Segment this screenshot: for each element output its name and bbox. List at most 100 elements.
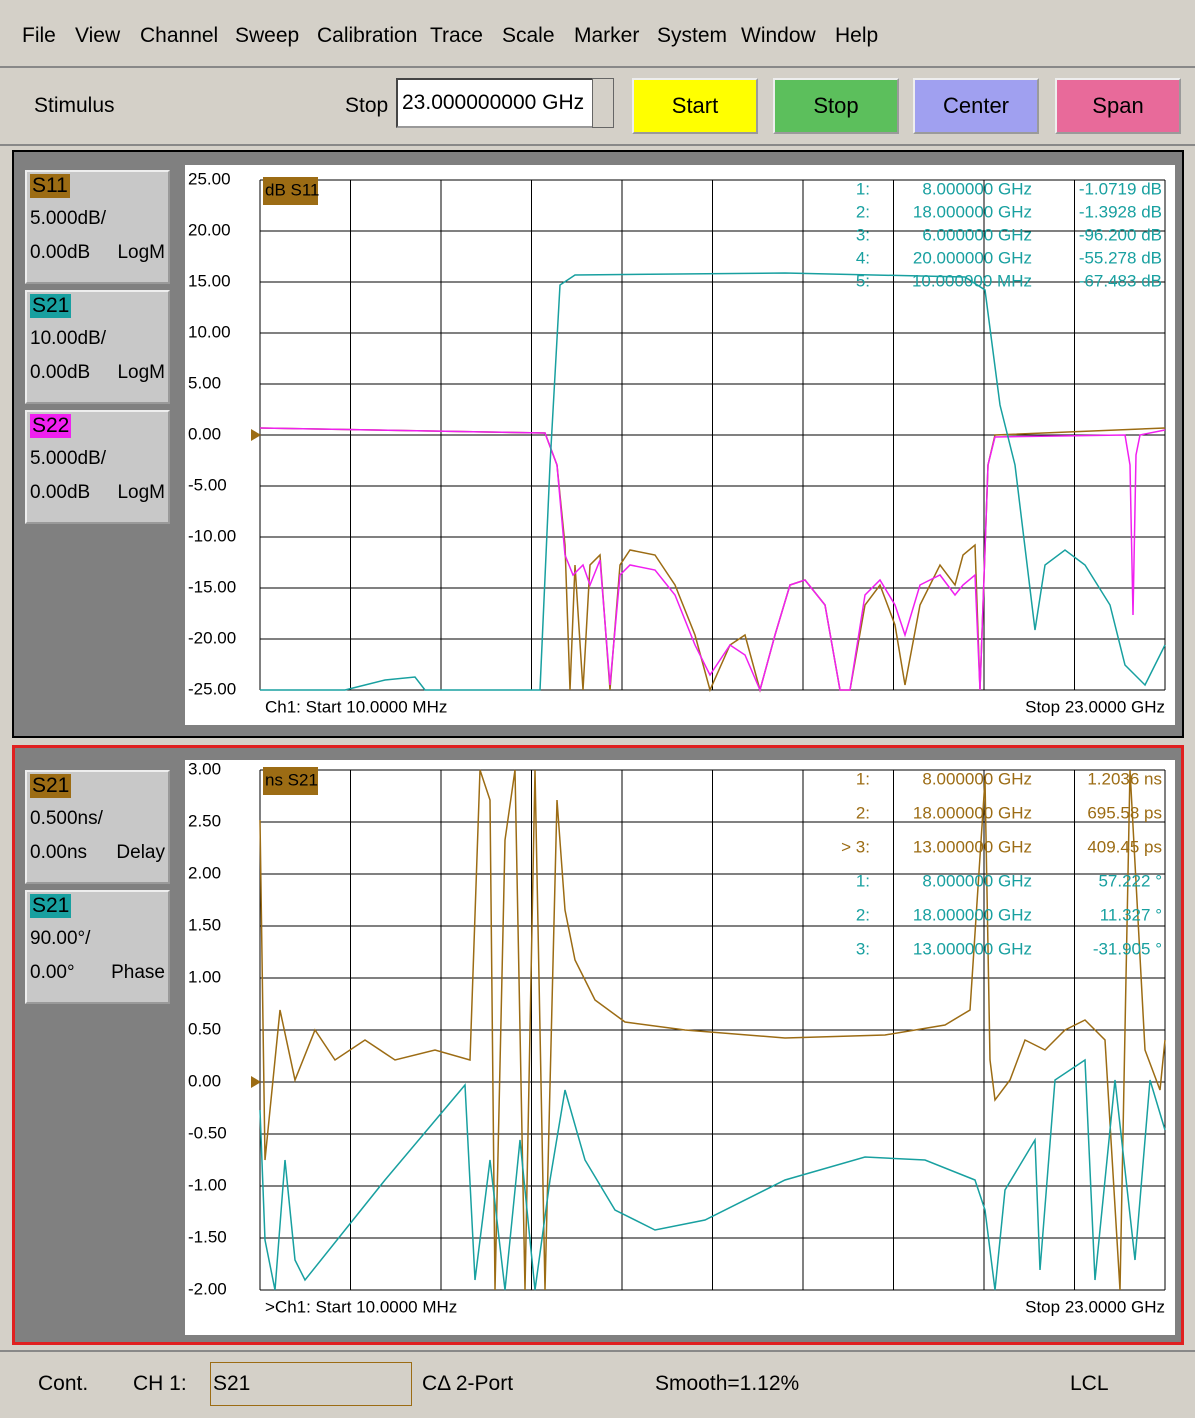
trace-format: LogM — [117, 362, 165, 383]
trace-format: LogM — [117, 242, 165, 263]
y-tick-label: -0.50 — [188, 1123, 227, 1142]
marker-stimulus: 13.000000 GHz — [913, 939, 1032, 958]
reference-marker — [251, 1076, 261, 1088]
y-tick-label: 0.50 — [188, 1019, 221, 1038]
y-tick-label: 20.00 — [188, 220, 231, 239]
sweep-start: Ch1: Start 10.0000 MHz — [265, 697, 447, 716]
marker-response: 409.45 ps — [1087, 837, 1162, 856]
trace — [259, 769, 1166, 1291]
y-tick-label: 1.00 — [188, 967, 221, 986]
toolbar-button[interactable]: Center — [913, 78, 1039, 134]
y-tick-label: 1.50 — [188, 915, 221, 934]
marker-id: 2: — [856, 202, 870, 221]
trace-format: LogM — [117, 482, 165, 503]
y-tick-label: -5.00 — [188, 475, 227, 494]
y-tick-label: 2.50 — [188, 811, 221, 830]
trace-box[interactable]: S21 10.00dB/0.00dB LogM — [25, 290, 170, 404]
menu-item[interactable]: Scale — [502, 24, 555, 47]
trace-name: S21 — [30, 294, 72, 318]
trace-scale: 90.00°/ — [30, 928, 91, 949]
menu-item[interactable]: Help — [835, 24, 879, 47]
marker-id: 3: — [856, 225, 870, 244]
marker-id: 4: — [856, 248, 870, 267]
toolbar-button[interactable]: Span — [1055, 78, 1181, 134]
trace — [259, 427, 1166, 693]
status-box — [210, 1362, 412, 1406]
trace-box[interactable]: S21 90.00°/ 0.00° Phase — [25, 890, 170, 1004]
stop-field[interactable]: 23.000000000 GHz — [396, 78, 594, 128]
toolbar: Stimulus Stop 23.000000000 GHz — [0, 68, 1195, 146]
menu-item[interactable]: Trace — [430, 24, 483, 47]
marker-stimulus: 18.000000 GHz — [913, 803, 1032, 822]
toolbar-button[interactable]: Stop — [773, 78, 899, 134]
marker-response: -1.0719 dB — [1079, 179, 1162, 198]
trace — [259, 1058, 1166, 1291]
trace-name: S21 — [30, 894, 72, 918]
marker-stimulus: 13.000000 GHz — [913, 837, 1032, 856]
tag-box — [263, 767, 318, 795]
menu-item[interactable]: Window — [741, 24, 816, 47]
y-tick-label: -10.00 — [188, 526, 236, 545]
trace-format: Delay — [116, 842, 165, 863]
toolbar-button[interactable]: Start — [632, 78, 758, 134]
menu-item[interactable]: Sweep — [235, 24, 300, 47]
menu-item[interactable]: System — [657, 24, 728, 47]
marker-id: > 3: — [841, 837, 870, 856]
y-tick-label: 0.00 — [188, 1071, 221, 1090]
plot-area: 3.00 2.50 2.00 1.50 1.00 0.50 0.00 -0.50 -1.00 -1… — [185, 760, 1175, 1335]
trace-box[interactable]: S21 0.500ns/0.00ns Delay — [25, 770, 170, 884]
menu-item[interactable]: View — [75, 24, 121, 47]
marker-stimulus: 8.000000 GHz — [922, 871, 1032, 890]
tag-box — [263, 177, 318, 205]
trace-scale: 10.00dB/ — [30, 328, 107, 349]
y-tick-label: -25.00 — [188, 679, 236, 698]
marker-id: 5: — [856, 271, 870, 290]
y-tick-label: -1.00 — [188, 1175, 227, 1194]
trace — [260, 272, 1166, 691]
menu-bar — [0, 0, 1195, 68]
status-bar — [0, 1350, 1195, 1418]
trace-reference: 0.00dB — [30, 482, 91, 503]
trace-reference: 0.00ns — [30, 842, 88, 863]
trace-reference: 0.00° — [30, 962, 75, 983]
marker-stimulus: 8.000000 GHz — [922, 769, 1032, 788]
sweep-stop: Stop 23.0000 GHz — [1025, 697, 1165, 716]
sweep-stop: Stop 23.0000 GHz — [1025, 1297, 1165, 1316]
status-parameter: S21 — [213, 1372, 251, 1395]
marker-id: 2: — [856, 905, 870, 924]
marker-response: 695.58 ps — [1087, 803, 1162, 822]
y-tick-label: 5.00 — [188, 373, 221, 392]
marker-stimulus: 20.000000 GHz — [913, 248, 1032, 267]
menu-item[interactable]: Calibration — [317, 24, 418, 47]
trace-tag: ns S21 — [265, 770, 318, 789]
trace-box[interactable]: S22 5.000dB/0.00dB LogM — [25, 410, 170, 524]
trace-format: Phase — [111, 962, 165, 983]
y-tick-label: -15.00 — [188, 577, 236, 596]
menu-item[interactable]: Channel — [140, 24, 219, 47]
marker-response: 11.327 ° — [1100, 905, 1162, 924]
marker-response: 57.222 ° — [1098, 871, 1162, 890]
field-label: Stop — [345, 94, 389, 117]
y-tick-label: 10.00 — [188, 322, 231, 341]
marker-response: -67.483 dB — [1079, 271, 1162, 290]
trace-scale: 5.000dB/ — [30, 208, 107, 229]
trace-box[interactable]: S11 5.000dB/0.00dB LogM — [25, 170, 170, 284]
y-tick-label: 3.00 — [188, 760, 221, 778]
y-tick-label: 15.00 — [188, 271, 231, 290]
status-smoothing: Smooth=1.12% — [655, 1372, 800, 1395]
trace-reference: 0.00dB — [30, 362, 91, 383]
marker-stimulus: 18.000000 GHz — [913, 905, 1032, 924]
marker-stimulus: 18.000000 GHz — [913, 202, 1032, 221]
trace-reference: 0.00dB — [30, 242, 91, 263]
status-channel: CH 1: — [133, 1372, 187, 1395]
menu-item[interactable]: Marker — [574, 24, 640, 47]
marker-id: 3: — [856, 939, 870, 958]
y-tick-label: -20.00 — [188, 628, 236, 647]
marker-id: 2: — [856, 803, 870, 822]
y-tick-label: 2.00 — [188, 863, 221, 882]
menu-item[interactable]: File — [22, 24, 56, 47]
trace-name: S22 — [30, 414, 72, 438]
spinner[interactable] — [592, 78, 614, 128]
marker-id: 1: — [856, 769, 870, 788]
